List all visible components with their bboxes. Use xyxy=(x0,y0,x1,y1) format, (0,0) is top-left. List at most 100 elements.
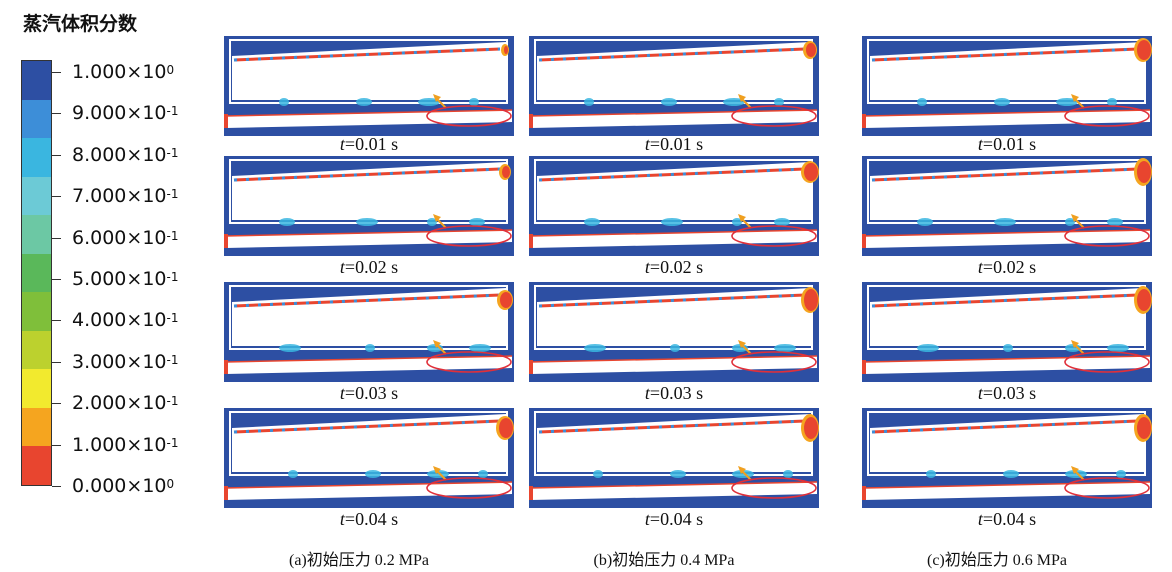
colorbar-segment xyxy=(22,292,51,331)
vapor-blob xyxy=(774,344,796,352)
interface-dashes xyxy=(233,293,501,308)
interface-dashes xyxy=(538,419,806,434)
interface-dashes xyxy=(871,293,1139,308)
zoom-arrow-head xyxy=(433,214,441,222)
full-body-edge xyxy=(863,355,1151,363)
zoom-arrow-head xyxy=(1071,340,1079,348)
vapor-blob xyxy=(917,344,939,352)
vapor-blob xyxy=(732,218,742,226)
vapor-blob xyxy=(279,98,289,106)
vapor-blob xyxy=(994,218,1016,226)
cavitation-panel xyxy=(529,36,819,136)
colorbar-tick xyxy=(52,444,61,446)
full-body-edge xyxy=(530,229,818,237)
time-caption: t=0.02 s xyxy=(977,257,1037,277)
cavitation-panel xyxy=(224,408,514,508)
vapor-blob xyxy=(418,98,440,106)
cavitation-contour xyxy=(862,36,1152,136)
vapor-blob xyxy=(1003,470,1019,478)
cavitation-panel xyxy=(529,156,819,256)
vapor-blob xyxy=(365,344,375,352)
zoom-arrow-head xyxy=(433,466,441,474)
colorbar-tick-label: 2.000×10-1 xyxy=(72,392,179,415)
tip-vapor-core xyxy=(1137,417,1151,439)
colorbar-tick-label: 4.000×10-1 xyxy=(72,309,179,332)
cavitation-panel xyxy=(529,282,819,382)
interface-dashes xyxy=(538,47,806,62)
vapor-blob xyxy=(1116,470,1126,478)
full-body-edge xyxy=(225,109,513,117)
cavitation-contour xyxy=(529,408,819,508)
time-caption: t=0.04 s xyxy=(644,509,704,529)
tip-vapor-core xyxy=(500,292,512,308)
zoom-arrow-head xyxy=(433,340,441,348)
highlight-ellipse xyxy=(426,225,512,247)
tip-vapor-core xyxy=(804,417,818,439)
interface-dashes xyxy=(233,47,501,62)
vapor-blob xyxy=(469,344,491,352)
colorbar-tick xyxy=(52,361,61,363)
time-caption: t=0.04 s xyxy=(977,509,1037,529)
time-caption: t=0.04 s xyxy=(339,509,399,529)
nose-vapor xyxy=(224,234,228,248)
cavitation-panel xyxy=(862,156,1152,256)
colorbar-tick xyxy=(52,320,61,322)
colorbar-tick xyxy=(52,486,61,487)
tip-vapor-core xyxy=(1137,289,1151,311)
interface-dashes xyxy=(871,419,1139,434)
colorbar-tick-label: 1.000×10-1 xyxy=(72,433,179,456)
cavitation-contour xyxy=(862,408,1152,508)
full-body-edge xyxy=(863,229,1151,237)
tip-vapor-core xyxy=(806,43,816,57)
colorbar-segment xyxy=(22,99,51,139)
interface-dashes xyxy=(871,47,1139,62)
interface-dashes xyxy=(538,167,806,182)
zoom-arrow-head xyxy=(1071,466,1079,474)
full-body-edge xyxy=(225,229,513,237)
nose-vapor xyxy=(529,486,533,500)
colorbar-tick xyxy=(52,196,61,198)
vapor-blob xyxy=(774,98,784,106)
colorbar-segment xyxy=(22,330,51,370)
time-caption: t=0.01 s xyxy=(644,134,704,154)
nose-vapor xyxy=(862,234,866,248)
tip-vapor-core xyxy=(502,166,510,178)
cavitation-contour xyxy=(529,156,819,256)
highlight-ellipse xyxy=(1064,105,1150,127)
interface-dashes xyxy=(233,419,501,434)
nose-vapor xyxy=(529,234,533,248)
nose-vapor xyxy=(224,486,228,500)
vapor-blob xyxy=(917,218,933,226)
highlight-ellipse xyxy=(426,477,512,499)
cavitation-contour xyxy=(224,408,514,508)
vapor-blob xyxy=(478,470,488,478)
highlight-ellipse xyxy=(731,225,817,247)
nose-vapor xyxy=(862,486,866,500)
colorbar-tick-label: 5.000×10-1 xyxy=(72,268,179,290)
highlight-ellipse xyxy=(1064,351,1150,373)
vapor-blob xyxy=(584,98,594,106)
nose-vapor xyxy=(529,360,533,374)
vapor-blob xyxy=(427,470,449,478)
nose-vapor xyxy=(862,360,866,374)
colorbar-tick xyxy=(52,154,61,156)
vapor-blob xyxy=(469,218,485,226)
colorbar-tick-label: 1.000×100 xyxy=(72,61,175,83)
cavitation-panel xyxy=(862,408,1152,508)
cavitation-panel xyxy=(862,36,1152,136)
vapor-blob xyxy=(469,98,479,106)
zoom-arrow-head xyxy=(738,94,746,102)
tip-vapor-core xyxy=(1137,40,1151,60)
cavitation-contour xyxy=(529,36,819,136)
full-body-edge xyxy=(863,481,1151,489)
zoom-arrow-head xyxy=(1071,94,1079,102)
vapor-blob xyxy=(661,98,677,106)
time-caption: t=0.01 s xyxy=(977,134,1037,154)
full-body-edge xyxy=(225,481,513,489)
zoom-arrow-head xyxy=(738,214,746,222)
interface-dashes xyxy=(233,167,501,182)
tip-vapor-core xyxy=(804,289,818,311)
colorbar-tick-label: 0.000×100 xyxy=(72,475,175,497)
vapor-blob xyxy=(1107,98,1117,106)
colorbar-segment xyxy=(22,61,51,100)
